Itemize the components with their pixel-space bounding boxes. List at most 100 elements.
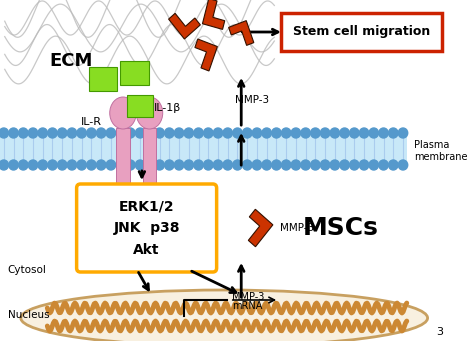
Circle shape bbox=[57, 128, 67, 138]
Circle shape bbox=[379, 160, 388, 170]
Circle shape bbox=[252, 128, 262, 138]
Circle shape bbox=[389, 128, 398, 138]
Circle shape bbox=[243, 160, 252, 170]
Circle shape bbox=[18, 128, 28, 138]
Circle shape bbox=[213, 160, 223, 170]
Text: Cytosol: Cytosol bbox=[8, 265, 46, 275]
Circle shape bbox=[96, 160, 106, 170]
Circle shape bbox=[48, 128, 57, 138]
Circle shape bbox=[0, 128, 9, 138]
Polygon shape bbox=[202, 0, 225, 29]
Circle shape bbox=[155, 128, 164, 138]
Circle shape bbox=[174, 128, 184, 138]
Circle shape bbox=[262, 160, 272, 170]
Circle shape bbox=[194, 160, 203, 170]
Circle shape bbox=[291, 160, 301, 170]
Circle shape bbox=[174, 160, 184, 170]
Text: MMP-3: MMP-3 bbox=[232, 292, 264, 302]
Circle shape bbox=[310, 160, 320, 170]
Circle shape bbox=[379, 128, 388, 138]
FancyBboxPatch shape bbox=[281, 13, 442, 51]
Circle shape bbox=[48, 160, 57, 170]
Circle shape bbox=[9, 160, 18, 170]
Circle shape bbox=[203, 160, 213, 170]
Circle shape bbox=[243, 128, 252, 138]
Ellipse shape bbox=[110, 97, 136, 129]
Circle shape bbox=[67, 160, 77, 170]
Text: mRNA: mRNA bbox=[232, 301, 262, 311]
Circle shape bbox=[126, 128, 135, 138]
Circle shape bbox=[155, 160, 164, 170]
Circle shape bbox=[340, 160, 349, 170]
Circle shape bbox=[57, 160, 67, 170]
Circle shape bbox=[359, 128, 369, 138]
Polygon shape bbox=[228, 20, 254, 45]
Circle shape bbox=[398, 160, 408, 170]
Circle shape bbox=[252, 160, 262, 170]
Circle shape bbox=[301, 160, 310, 170]
Circle shape bbox=[67, 128, 77, 138]
Circle shape bbox=[223, 128, 232, 138]
Text: 3: 3 bbox=[436, 327, 443, 337]
Circle shape bbox=[164, 128, 174, 138]
Circle shape bbox=[136, 160, 145, 170]
Text: JNK  p38: JNK p38 bbox=[113, 221, 180, 235]
Circle shape bbox=[126, 160, 135, 170]
Circle shape bbox=[136, 128, 145, 138]
Circle shape bbox=[38, 128, 47, 138]
Circle shape bbox=[9, 128, 18, 138]
Circle shape bbox=[291, 128, 301, 138]
Circle shape bbox=[184, 128, 193, 138]
Circle shape bbox=[330, 128, 339, 138]
Text: membrane: membrane bbox=[414, 152, 468, 162]
Text: Plasma: Plasma bbox=[414, 140, 450, 150]
Circle shape bbox=[359, 160, 369, 170]
Circle shape bbox=[164, 160, 174, 170]
FancyBboxPatch shape bbox=[120, 61, 148, 85]
Circle shape bbox=[87, 128, 96, 138]
Circle shape bbox=[106, 128, 116, 138]
Text: ERK1/2: ERK1/2 bbox=[119, 199, 174, 213]
Circle shape bbox=[145, 160, 155, 170]
Circle shape bbox=[28, 160, 38, 170]
Circle shape bbox=[18, 160, 28, 170]
Circle shape bbox=[77, 128, 86, 138]
Circle shape bbox=[96, 128, 106, 138]
Bar bbox=[116, 128, 129, 200]
Ellipse shape bbox=[21, 290, 428, 341]
Circle shape bbox=[389, 160, 398, 170]
Text: Akt: Akt bbox=[133, 243, 160, 257]
Text: MMP-3: MMP-3 bbox=[280, 223, 314, 233]
Circle shape bbox=[145, 128, 155, 138]
Circle shape bbox=[320, 128, 330, 138]
Circle shape bbox=[320, 160, 330, 170]
Circle shape bbox=[194, 128, 203, 138]
FancyBboxPatch shape bbox=[89, 67, 117, 91]
Circle shape bbox=[223, 160, 232, 170]
Circle shape bbox=[330, 160, 339, 170]
Circle shape bbox=[272, 128, 281, 138]
Circle shape bbox=[301, 128, 310, 138]
Circle shape bbox=[350, 160, 359, 170]
Text: IL-R: IL-R bbox=[81, 117, 101, 127]
Circle shape bbox=[203, 128, 213, 138]
Circle shape bbox=[116, 160, 125, 170]
Text: Nucleus: Nucleus bbox=[8, 310, 49, 320]
Circle shape bbox=[340, 128, 349, 138]
Circle shape bbox=[213, 128, 223, 138]
Circle shape bbox=[0, 160, 9, 170]
Circle shape bbox=[282, 128, 291, 138]
Circle shape bbox=[398, 128, 408, 138]
Circle shape bbox=[116, 128, 125, 138]
Text: ECM: ECM bbox=[49, 52, 92, 70]
Circle shape bbox=[310, 128, 320, 138]
Circle shape bbox=[369, 160, 379, 170]
Text: MMP-3: MMP-3 bbox=[235, 95, 269, 105]
Circle shape bbox=[272, 160, 281, 170]
Circle shape bbox=[233, 128, 242, 138]
Circle shape bbox=[233, 160, 242, 170]
Circle shape bbox=[38, 160, 47, 170]
Bar bbox=[0, 133, 407, 165]
Polygon shape bbox=[195, 39, 218, 71]
Circle shape bbox=[350, 128, 359, 138]
